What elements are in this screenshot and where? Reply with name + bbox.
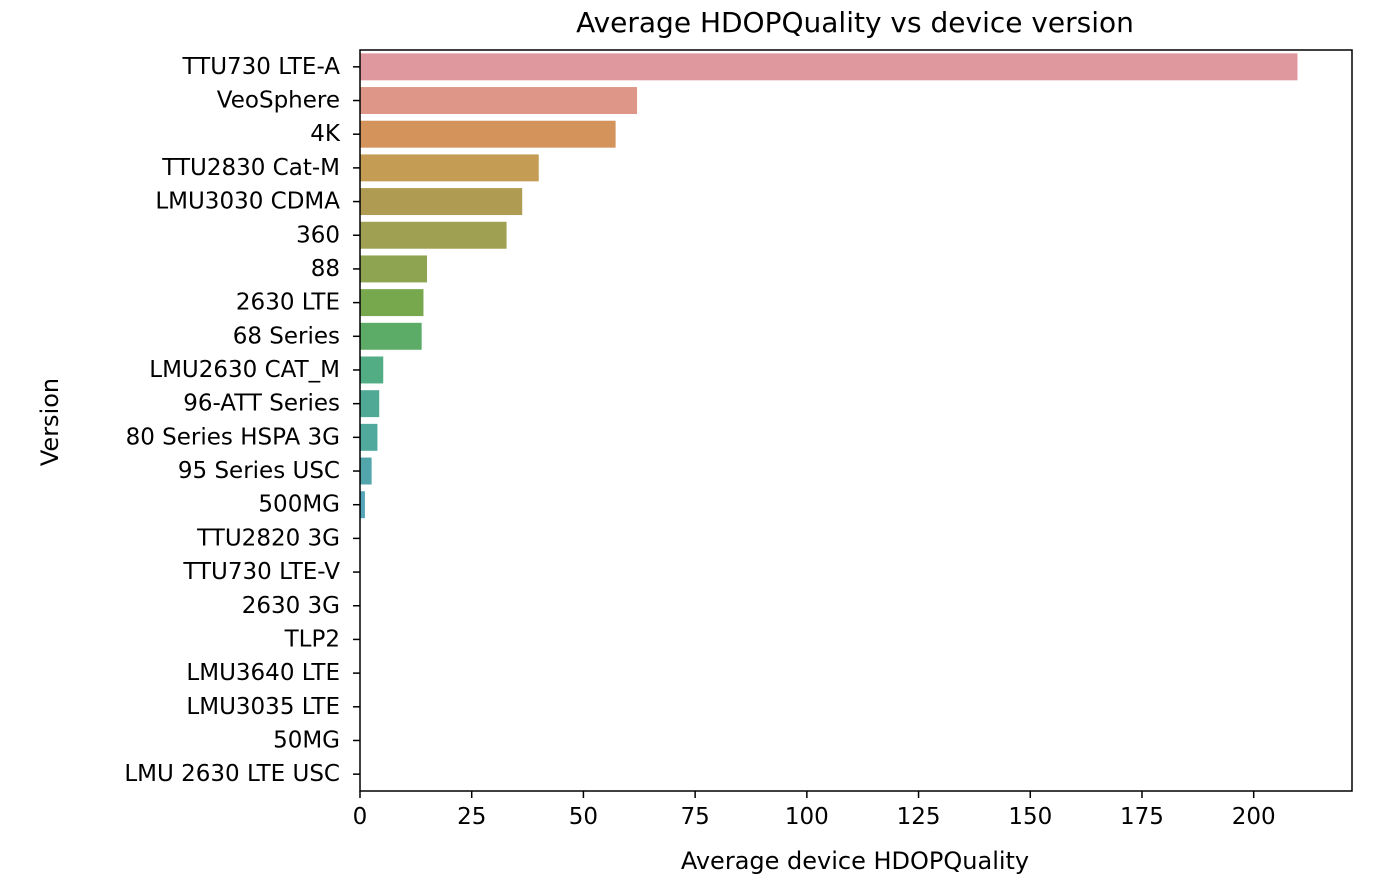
bars bbox=[360, 53, 1298, 519]
bar-12 bbox=[360, 457, 372, 485]
y-tick-label: LMU3035 LTE bbox=[186, 694, 340, 720]
bar-5 bbox=[360, 221, 507, 249]
x-axis-label: Average device HDOPQuality bbox=[681, 847, 1029, 875]
y-tick-label: VeoSphere bbox=[217, 88, 340, 114]
y-tick-label: LMU3030 CDMA bbox=[155, 189, 340, 215]
bar-1 bbox=[360, 87, 638, 114]
y-tick-label: 96-ATT Series bbox=[183, 391, 340, 417]
y-tick-label: 2630 3G bbox=[242, 593, 340, 619]
y-tick-label: LMU2630 CAT_M bbox=[149, 357, 340, 383]
bar-7 bbox=[360, 289, 424, 317]
x-tick-label: 150 bbox=[1008, 804, 1052, 830]
y-tick-label: 4K bbox=[310, 121, 341, 147]
y-tick-label: TLP2 bbox=[284, 626, 340, 652]
y-tick-label: TTU730 LTE-A bbox=[182, 54, 341, 80]
bar-9 bbox=[360, 356, 384, 384]
x-tick-label: 200 bbox=[1232, 804, 1276, 830]
x-tick-label: 125 bbox=[897, 804, 941, 830]
bar-4 bbox=[360, 188, 523, 216]
x-tick-label: 75 bbox=[680, 804, 709, 830]
bar-11 bbox=[360, 423, 378, 451]
x-tick-label: 25 bbox=[457, 804, 486, 830]
bar-2 bbox=[360, 120, 616, 148]
x-tick-label: 0 bbox=[353, 804, 368, 830]
y-tick-label: TTU2830 Cat-M bbox=[161, 155, 340, 181]
y-tick-label: TTU2820 3G bbox=[196, 525, 340, 551]
y-tick-label: 500MG bbox=[258, 492, 340, 518]
y-tick-label: 68 Series bbox=[233, 323, 340, 349]
bar-3 bbox=[360, 154, 539, 182]
y-axis: TTU730 LTE-A VeoSphere 4K TTU2830 Cat-M LMU3… bbox=[124, 54, 360, 787]
x-tick-label: 175 bbox=[1120, 804, 1164, 830]
y-tick-label: 2630 LTE bbox=[236, 290, 340, 316]
plot-area-frame bbox=[359, 49, 1353, 792]
bar-0 bbox=[360, 53, 1298, 81]
y-tick-label: 95 Series USC bbox=[178, 458, 340, 484]
y-tick-label: LMU 2630 LTE USC bbox=[124, 761, 340, 787]
bar-8 bbox=[360, 322, 422, 350]
bar-13 bbox=[360, 491, 365, 519]
y-tick-label: 360 bbox=[296, 222, 340, 248]
y-tick-label: 88 bbox=[311, 256, 340, 282]
y-tick-label: 50MG bbox=[273, 727, 340, 753]
chart-title: Average HDOPQuality vs device version bbox=[576, 6, 1134, 39]
y-tick-label: TTU730 LTE-V bbox=[182, 559, 340, 585]
y-tick-label: 80 Series HSPA 3G bbox=[126, 424, 340, 450]
bar-6 bbox=[360, 255, 428, 283]
y-axis-label: Version bbox=[36, 378, 64, 466]
x-tick-label: 50 bbox=[569, 804, 598, 830]
x-tick-label: 100 bbox=[785, 804, 829, 830]
y-tick-label: LMU3640 LTE bbox=[186, 660, 340, 686]
bar-10 bbox=[360, 390, 380, 418]
x-axis: 0 25 50 75 100 125 150 175 200 bbox=[353, 791, 1276, 830]
